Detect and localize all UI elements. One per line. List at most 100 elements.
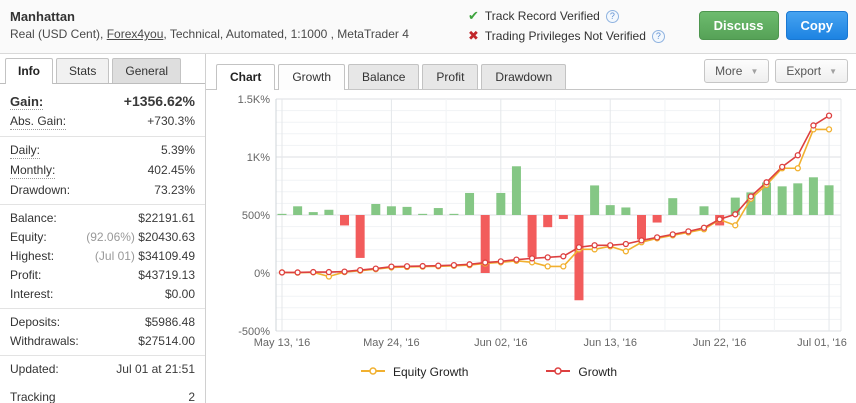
trading-privileges-label: Trading Privileges Not Verified [484, 29, 646, 43]
growth-chart-svg: 1.5K% 1K% 500% 0% -500%May 13, '16 May 24, '1… [238, 94, 847, 349]
updated-label: Updated: [10, 362, 59, 376]
export-label: Export [786, 64, 822, 78]
equity-amount: $20430.63 [138, 230, 195, 244]
gain-value: +1356.62% [123, 93, 195, 109]
abs-gain-value: +730.3% [147, 114, 195, 128]
more-button[interactable]: More ▼ [704, 59, 770, 83]
dropdown-arrow-icon: ▼ [750, 66, 759, 76]
svg-text:Jun 02, '16: Jun 02, '16 [474, 337, 527, 349]
tracking-label: Tracking [10, 390, 56, 403]
tab-growth[interactable]: Growth [278, 64, 346, 90]
tab-drawdown[interactable]: Drawdown [481, 64, 567, 89]
tracking-value: 2 [188, 390, 195, 403]
equity-label: Equity: [10, 230, 47, 244]
chart-tabs: Chart Growth Balance Profit Drawdown Mor… [206, 54, 856, 90]
equity-percent: (92.06%) [86, 230, 135, 244]
daily-row: Daily: 5.39% [0, 141, 205, 161]
track-record-verified-row: ✔ Track Record Verified ? [468, 8, 665, 24]
drawdown-value: 73.23% [154, 183, 195, 197]
abs-gain-row: Abs. Gain: +730.3% [0, 112, 205, 132]
help-icon[interactable]: ? [605, 9, 619, 23]
balance-label: Balance: [10, 211, 57, 225]
profit-value: $43719.13 [138, 268, 195, 282]
tab-balance[interactable]: Balance [348, 64, 420, 89]
drawdown-label: Drawdown: [10, 183, 71, 197]
highest-row: Highest: (Jul 01) $34109.49 [0, 247, 205, 266]
divider [0, 136, 205, 137]
equity-value: (92.06%) $20430.63 [86, 230, 195, 245]
daily-value: 5.39% [160, 143, 195, 157]
header-buttons: Discuss Copy [698, 11, 848, 40]
profit-row: Profit: $43719.13 [0, 266, 205, 285]
equity-growth-line-icon [361, 365, 385, 379]
check-icon: ✔ [468, 8, 479, 23]
tab-general[interactable]: General [112, 58, 182, 83]
withdrawals-value: $27514.00 [138, 334, 195, 348]
help-icon[interactable]: ? [651, 29, 665, 43]
subtitle-prefix: Real (USD Cent), [10, 27, 107, 41]
svg-text:1K%: 1K% [247, 152, 270, 164]
interest-value: $0.00 [164, 287, 195, 301]
tab-info[interactable]: Info [5, 58, 53, 84]
trading-privileges-row: ✖ Trading Privileges Not Verified ? [468, 28, 665, 44]
subtitle-suffix: , Technical, Automated, 1:1000 , MetaTra… [163, 27, 409, 41]
tab-profit[interactable]: Profit [422, 64, 479, 89]
tracking-row: Tracking 2 [0, 388, 205, 403]
copy-button[interactable]: Copy [785, 11, 848, 40]
tab-chart[interactable]: Chart [216, 64, 276, 90]
legend-equity-growth[interactable]: Equity Growth [361, 365, 468, 379]
legend-growth[interactable]: Growth [546, 365, 617, 379]
svg-text:500%: 500% [242, 210, 270, 222]
svg-text:May 13, '16: May 13, '16 [254, 337, 311, 349]
gain-row: Gain: +1356.62% [0, 92, 205, 112]
equity-row: Equity: (92.06%) $20430.63 [0, 228, 205, 247]
abs-gain-label: Abs. Gain: [10, 114, 67, 130]
svg-text:Jun 22, '16: Jun 22, '16 [693, 337, 746, 349]
svg-text:Jul 01, '16: Jul 01, '16 [797, 337, 847, 349]
info-sidebar: Info Stats General Gain: +1356.62% Abs. … [0, 54, 206, 403]
svg-text:0%: 0% [254, 268, 270, 280]
updated-value: Jul 01 at 21:51 [116, 362, 195, 376]
dropdown-arrow-icon: ▼ [829, 66, 837, 76]
highest-amount: $34109.49 [138, 249, 195, 263]
divider [0, 355, 205, 356]
track-record-verified-label: Track Record Verified [484, 9, 600, 23]
drawdown-row: Drawdown: 73.23% [0, 181, 205, 200]
withdrawals-label: Withdrawals: [10, 334, 79, 348]
deposits-label: Deposits: [10, 315, 61, 329]
discuss-button[interactable]: Discuss [698, 11, 779, 40]
broker-link[interactable]: Forex4you [106, 27, 164, 41]
chart-toolbar: More ▼ Export ▼ [704, 59, 848, 83]
highest-label: Highest: [10, 249, 55, 263]
verification-block: ✔ Track Record Verified ? ✖ Trading Priv… [468, 8, 665, 48]
svg-text:May 24, '16: May 24, '16 [363, 337, 420, 349]
tab-stats[interactable]: Stats [56, 58, 110, 83]
divider [0, 308, 205, 309]
updated-row: Updated: Jul 01 at 21:51 [0, 360, 205, 379]
monthly-row: Monthly: 402.45% [0, 161, 205, 181]
monthly-label: Monthly: [10, 163, 56, 179]
account-subtitle: Real (USD Cent), Forex4you, Technical, A… [10, 27, 856, 41]
legend-growth-label: Growth [578, 365, 618, 379]
divider [0, 204, 205, 205]
content: Info Stats General Gain: +1356.62% Abs. … [0, 54, 856, 403]
deposits-value: $5986.48 [144, 315, 195, 329]
growth-chart: 1.5K% 1K% 500% 0% -500% May 13, '16 May 24, '1… [206, 90, 856, 361]
export-button[interactable]: Export ▼ [775, 59, 848, 83]
account-title-block: Manhattan Real (USD Cent), Forex4you, Te… [0, 0, 856, 41]
growth-line-icon [546, 365, 571, 379]
balance-row: Balance: $22191.61 [0, 209, 205, 228]
account-header: Manhattan Real (USD Cent), Forex4you, Te… [0, 0, 856, 54]
account-title: Manhattan [10, 9, 75, 24]
legend-equity-growth-label: Equity Growth [393, 365, 469, 379]
highest-date: (Jul 01) [94, 249, 135, 263]
svg-text:-500%: -500% [238, 326, 270, 338]
withdrawals-row: Withdrawals: $27514.00 [0, 332, 205, 351]
monthly-value: 402.45% [147, 163, 195, 177]
profit-label: Profit: [10, 268, 42, 282]
sidebar-tabs: Info Stats General [0, 54, 205, 84]
stats-list: Gain: +1356.62% Abs. Gain: +730.3% Daily… [0, 84, 205, 403]
interest-row: Interest: $0.00 [0, 285, 205, 304]
more-label: More [715, 64, 743, 78]
